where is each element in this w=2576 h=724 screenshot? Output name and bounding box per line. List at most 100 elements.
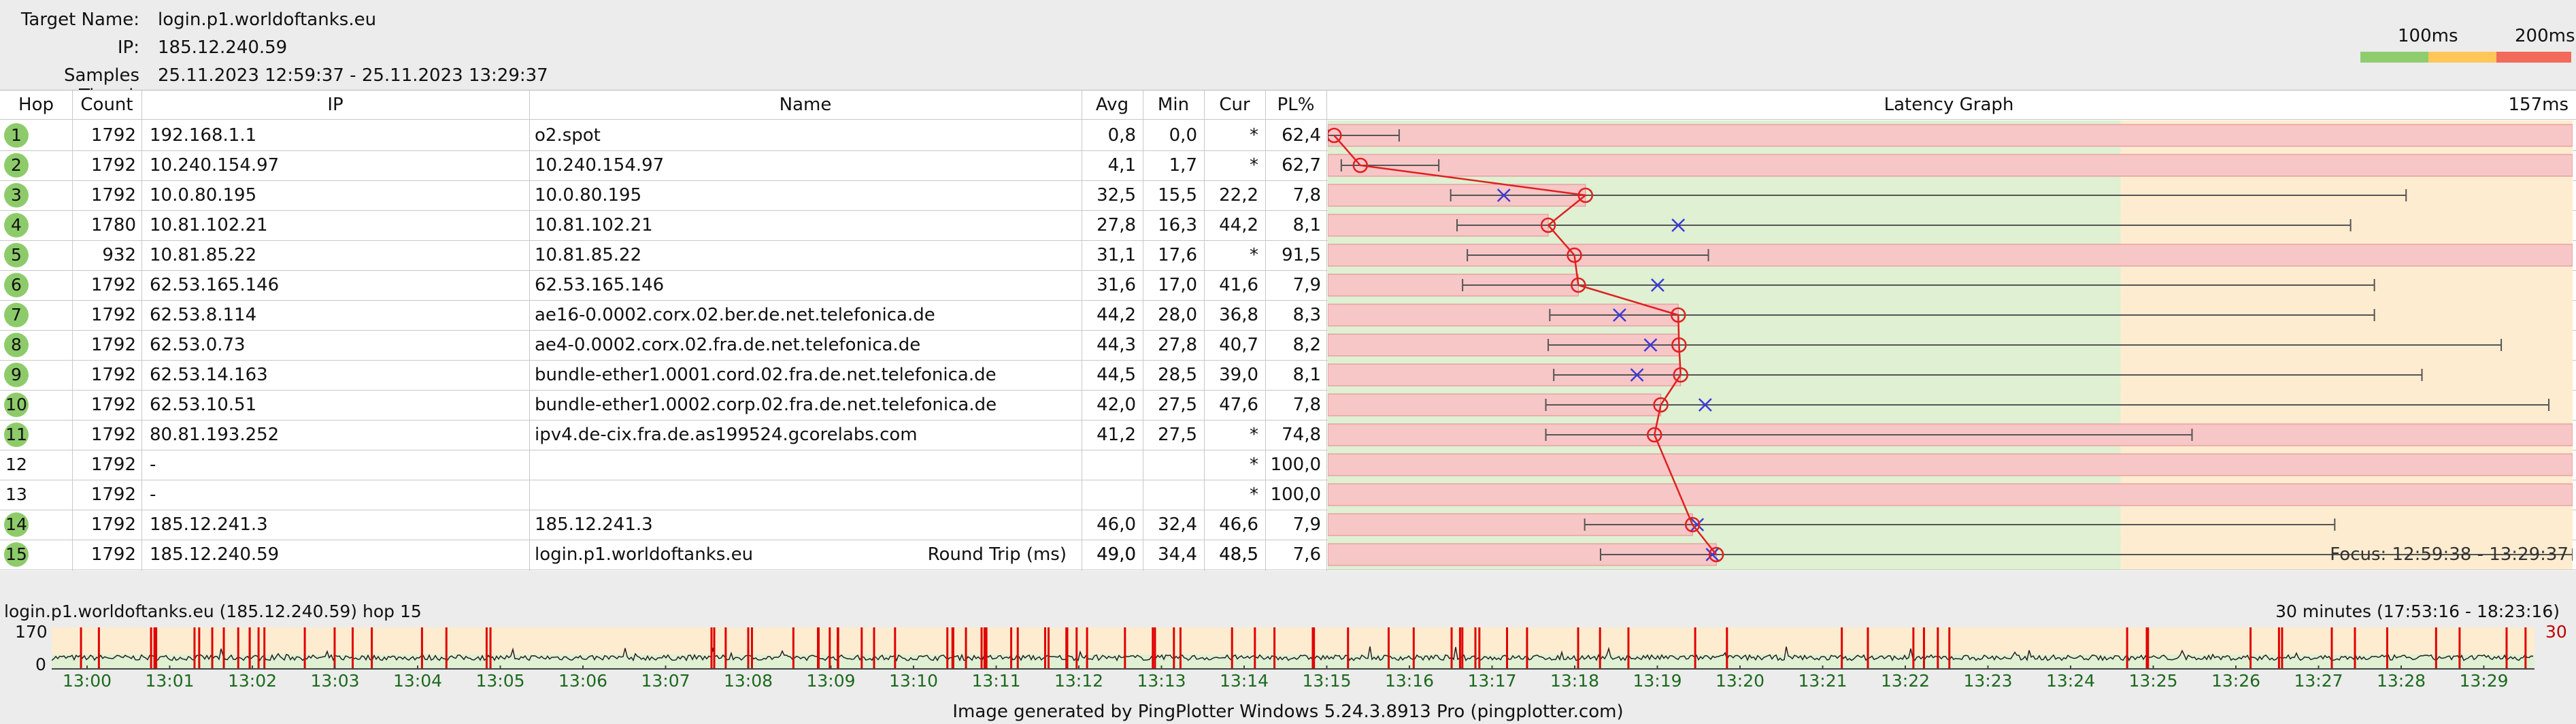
hop-count: 1792 xyxy=(90,185,136,205)
col-header-cur[interactable]: Cur xyxy=(1219,95,1250,115)
hop-badge: 2 xyxy=(4,153,29,178)
current-marker xyxy=(1643,338,1658,352)
table-row[interactable]: 2 1792 10.240.154.97 10.240.154.97 4,1 1,7 * 62… xyxy=(0,150,2576,180)
current-marker xyxy=(1496,188,1511,202)
col-header-pl[interactable]: PL% xyxy=(1277,95,1315,115)
current-marker xyxy=(1613,308,1626,322)
col-header-avg[interactable]: Avg xyxy=(1095,95,1129,115)
hop-badge: 3 xyxy=(4,183,29,208)
avg-latency-line xyxy=(1333,135,1718,555)
col-header-ip[interactable]: IP xyxy=(327,95,344,115)
hop-ip: 192.168.1.1 xyxy=(150,125,257,146)
avg-point xyxy=(1671,337,1687,353)
graph-max-label: 157ms xyxy=(2508,95,2569,115)
timegraph-title: login.p1.worldoftanks.eu (185.12.240.59)… xyxy=(4,602,422,621)
time-tick-label: 13:24 xyxy=(2045,671,2096,691)
table-row[interactable]: 13 1792- * 100,0 xyxy=(0,480,2576,510)
hop-ip: 62.53.8.114 xyxy=(150,305,257,325)
timegraph-pl-max: 30 xyxy=(2545,622,2567,642)
table-row[interactable]: 7 1792 62.53.8.114 ae16-0.0002.corx.02.ber.… xyxy=(0,300,2576,330)
hop-min: 17,6 xyxy=(1158,245,1197,265)
hop-badge: 14 xyxy=(4,512,29,537)
hop-pl: 100,0 xyxy=(1270,484,1321,505)
time-tick-label: 13:15 xyxy=(1302,671,1352,691)
table-row[interactable]: 1 1792 192.168.1.1 o2.spot 0,8 0,0 * 62,4 xyxy=(0,120,2576,150)
hop-min: 1,7 xyxy=(1169,155,1197,176)
current-marker xyxy=(1705,548,1720,561)
hop-min: 16,3 xyxy=(1158,215,1197,235)
col-header-min[interactable]: Min xyxy=(1157,95,1190,115)
timegraph-ymax: 170 xyxy=(15,622,48,642)
hop-cur: * xyxy=(1250,425,1258,445)
time-tick-label: 13:22 xyxy=(1880,671,1930,691)
avg-point xyxy=(1673,367,1688,383)
hop-min: 27,5 xyxy=(1158,425,1197,445)
target-name-label: Target Name: xyxy=(20,10,139,30)
packet-loss-bar xyxy=(1328,453,2573,476)
col-header-name[interactable]: Name xyxy=(779,95,832,115)
table-row[interactable]: 12 1792- * 100,0 xyxy=(0,450,2576,480)
hop-cur: 46,6 xyxy=(1219,514,1258,535)
packet-loss-bar xyxy=(1328,483,2573,506)
hop-ip: 10.81.102.21 xyxy=(150,215,268,235)
hop-pl: 7,9 xyxy=(1292,514,1321,535)
avg-point xyxy=(1670,307,1686,323)
hop-cur: * xyxy=(1250,484,1258,505)
hop-ip: 62.53.10.51 xyxy=(150,395,257,415)
hop-min xyxy=(1143,480,1197,510)
table-row[interactable]: 11 1792 80.81.193.252 ipv4.de-cix.fra.de.as… xyxy=(0,420,2576,450)
hop-pl: 100,0 xyxy=(1270,455,1321,475)
col-header-hop[interactable]: Hop xyxy=(18,95,54,115)
packet-loss-bar xyxy=(1328,124,2573,147)
table-row[interactable]: 8 1792 62.53.0.73 ae4-0.0002.corx.02.fra.de… xyxy=(0,330,2576,360)
hop-count: 932 xyxy=(102,245,136,265)
time-tick-label: 13:16 xyxy=(1384,671,1435,691)
legend-100ms-label: 100ms xyxy=(2398,26,2458,46)
ip-value: 185.12.240.59 xyxy=(158,37,288,58)
table-row[interactable]: 10 1792 62.53.10.51 bundle-ether1.0002.corp… xyxy=(0,390,2576,420)
hop-cur: * xyxy=(1250,155,1258,176)
hop-min: 17,0 xyxy=(1158,275,1197,295)
time-tick-label: 13:00 xyxy=(62,671,112,691)
time-tick-label: 13:14 xyxy=(1219,671,1269,691)
table-row[interactable]: 9 1792 62.53.14.163 bundle-ether1.0001.cord… xyxy=(0,360,2576,390)
hop-count: 1792 xyxy=(90,365,136,385)
hop-min: 28,0 xyxy=(1158,305,1197,325)
time-tick-label: 13:21 xyxy=(1798,671,1847,691)
table-row[interactable]: 6 1792 62.53.165.146 62.53.165.146 31,6 17,0 4… xyxy=(0,270,2576,300)
hop-pl: 8,2 xyxy=(1292,335,1321,355)
hop-name: ae4-0.0002.corx.02.fra.de.net.telefonica… xyxy=(535,335,921,355)
avg-point xyxy=(1567,247,1582,263)
hop-badge: 4 xyxy=(4,213,29,237)
hop-badge: 11 xyxy=(4,423,29,447)
hop-avg xyxy=(1082,450,1136,480)
col-header-latency-graph: Latency Graph xyxy=(1884,95,2014,115)
avg-point xyxy=(1653,397,1669,413)
hop-ip: - xyxy=(150,484,156,505)
timegraph-latency-trace xyxy=(52,646,2534,662)
hop-ip: 62.53.14.163 xyxy=(150,365,268,385)
table-row[interactable]: 15 1792 185.12.240.59 login.p1.worldoftanks… xyxy=(0,540,2576,570)
table-row[interactable]: 5 932 10.81.85.22 10.81.85.22 31,1 17,6 * 91,5 xyxy=(0,240,2576,270)
hop-ip: 185.12.240.59 xyxy=(150,544,280,565)
hop-avg: 4,1 xyxy=(1107,155,1136,176)
current-marker xyxy=(1698,398,1712,412)
hop-pl: 8,1 xyxy=(1292,365,1321,385)
latency-graph xyxy=(1328,120,2573,570)
hop-cur: 47,6 xyxy=(1219,395,1258,415)
avg-point xyxy=(1352,157,1369,174)
hop-cur: 40,7 xyxy=(1219,335,1258,355)
samples-value: 25.11.2023 12:59:37 - 25.11.2023 13:29:3… xyxy=(158,65,548,86)
timegraph-duration: 30 minutes (17:53:16 - 18:23:16) xyxy=(2275,602,2560,621)
hop-cur: 39,0 xyxy=(1219,365,1258,385)
hop-name: ipv4.de-cix.fra.de.as199524.gcorelabs.co… xyxy=(535,425,918,445)
hop-avg: 0,8 xyxy=(1107,125,1136,146)
table-row[interactable]: 4 1780 10.81.102.21 10.81.102.21 27,8 16,3 44,… xyxy=(0,210,2576,240)
hop-pl: 7,8 xyxy=(1292,395,1321,415)
table-row[interactable]: 14 1792 185.12.241.3 185.12.241.3 46,0 32,4 46… xyxy=(0,510,2576,540)
round-trip-cur: 48,5 xyxy=(1219,544,1258,565)
table-row[interactable]: 3 1792 10.0.80.195 10.0.80.195 32,5 15,5 22,2 7… xyxy=(0,180,2576,210)
hop-badge: 9 xyxy=(4,363,29,387)
col-header-count[interactable]: Count xyxy=(80,95,133,115)
hop-badge: 1 xyxy=(4,123,29,148)
